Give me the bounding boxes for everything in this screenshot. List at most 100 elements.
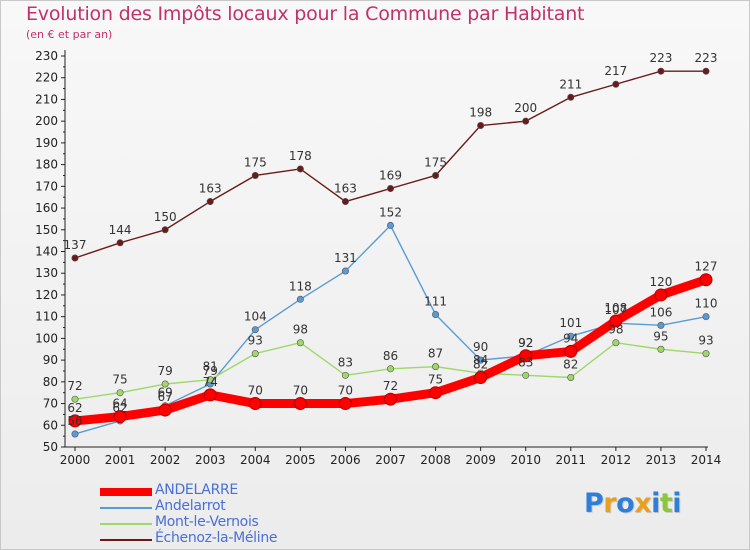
logo-letter: i <box>651 488 660 519</box>
chart-subtitle: (en € et par an) <box>26 28 113 41</box>
legend-label: Andelarrot <box>155 498 226 514</box>
data-point <box>384 392 397 406</box>
legend-label: Échenoz-la-Méline <box>155 530 278 546</box>
x-tick-label: 2003 <box>195 453 226 467</box>
data-label: 200 <box>514 101 537 115</box>
data-point <box>161 226 169 234</box>
data-point <box>702 350 710 358</box>
data-point <box>296 165 304 173</box>
y-tick-label: 140 <box>35 245 58 259</box>
data-point <box>206 198 214 206</box>
data-label: 150 <box>154 210 177 224</box>
data-label: 87 <box>428 347 443 361</box>
data-label: 108 <box>604 301 627 315</box>
logo-letter: P <box>584 488 604 519</box>
data-label: 144 <box>109 223 132 237</box>
data-point <box>68 414 82 428</box>
data-point <box>657 345 665 353</box>
data-label: 90 <box>473 340 488 354</box>
x-tick-label: 2002 <box>150 453 181 467</box>
logo-letter: x <box>634 488 652 519</box>
data-label: 67 <box>158 390 173 404</box>
data-label: 56 <box>67 414 82 428</box>
data-label: 64 <box>112 397 127 411</box>
y-tick-label: 100 <box>35 331 58 345</box>
data-label: 72 <box>67 379 82 393</box>
data-label: 127 <box>695 260 718 274</box>
y-tick-label: 200 <box>35 114 58 128</box>
data-point <box>293 397 307 411</box>
data-point <box>116 239 124 247</box>
x-tick-label: 2006 <box>330 453 361 467</box>
y-tick-label: 150 <box>35 223 58 237</box>
data-label: 178 <box>289 149 312 163</box>
data-point <box>519 349 533 363</box>
data-label: 84 <box>473 353 488 367</box>
data-label: 75 <box>428 373 443 387</box>
y-tick-label: 50 <box>43 440 58 454</box>
data-label: 175 <box>424 155 447 169</box>
data-point <box>432 310 440 318</box>
y-tick-label: 110 <box>35 310 58 324</box>
data-label: 163 <box>199 182 222 196</box>
data-label: 79 <box>158 364 173 378</box>
logo-letter: i <box>672 488 682 519</box>
data-label: 81 <box>203 360 218 374</box>
data-label: 111 <box>424 294 447 308</box>
legend-item: Échenoz-la-Méline <box>100 530 320 548</box>
data-point <box>429 386 443 400</box>
legend-swatch <box>100 507 152 509</box>
data-point <box>206 376 214 384</box>
data-label: 152 <box>379 205 402 219</box>
logo-letter: t <box>659 488 673 519</box>
y-tick-label: 70 <box>43 397 58 411</box>
data-label: 70 <box>293 384 308 398</box>
data-label: 94 <box>563 331 578 345</box>
data-point <box>477 122 485 130</box>
data-point <box>158 403 172 417</box>
data-point <box>341 267 349 275</box>
data-point <box>699 273 713 287</box>
x-tick-label: 2005 <box>285 453 316 467</box>
x-tick-label: 2010 <box>510 453 541 467</box>
data-label: 86 <box>383 349 398 363</box>
x-tick-label: 2012 <box>601 453 632 467</box>
data-label: 93 <box>698 334 713 348</box>
data-label: 137 <box>64 238 87 252</box>
legend-swatch <box>100 523 152 525</box>
data-point <box>474 370 488 384</box>
legend-item: Andelarrot <box>100 498 320 516</box>
data-label: 70 <box>248 384 263 398</box>
data-label: 69 <box>158 386 173 400</box>
x-tick-label: 2014 <box>691 453 722 467</box>
data-label: 223 <box>695 51 718 65</box>
data-label: 163 <box>334 182 357 196</box>
logo-letter: r <box>603 488 617 519</box>
legend-swatch <box>100 539 152 541</box>
legend-swatch <box>100 488 152 496</box>
data-point <box>477 356 485 364</box>
chart-title: Evolution des Impôts locaux pour la Comm… <box>26 3 585 25</box>
data-label: 79 <box>203 364 218 378</box>
data-point <box>612 339 620 347</box>
legend-item: ANDELARRE <box>100 482 320 500</box>
data-label: 82 <box>473 357 488 371</box>
y-tick-label: 210 <box>35 92 58 106</box>
y-tick-label: 180 <box>35 158 58 172</box>
y-tick-label: 120 <box>35 288 58 302</box>
y-tick-label: 130 <box>35 266 58 280</box>
y-tick-label: 160 <box>35 201 58 215</box>
data-point <box>657 67 665 75</box>
data-label: 83 <box>338 355 353 369</box>
x-tick-label: 2009 <box>465 453 496 467</box>
data-label: 120 <box>649 275 672 289</box>
x-tick-label: 2001 <box>105 453 136 467</box>
data-label: 98 <box>293 323 308 337</box>
y-tick-label: 170 <box>35 179 58 193</box>
data-label: 175 <box>244 155 267 169</box>
data-point <box>251 326 259 334</box>
data-label: 70 <box>338 384 353 398</box>
data-label: 83 <box>518 355 533 369</box>
data-point <box>71 395 79 403</box>
